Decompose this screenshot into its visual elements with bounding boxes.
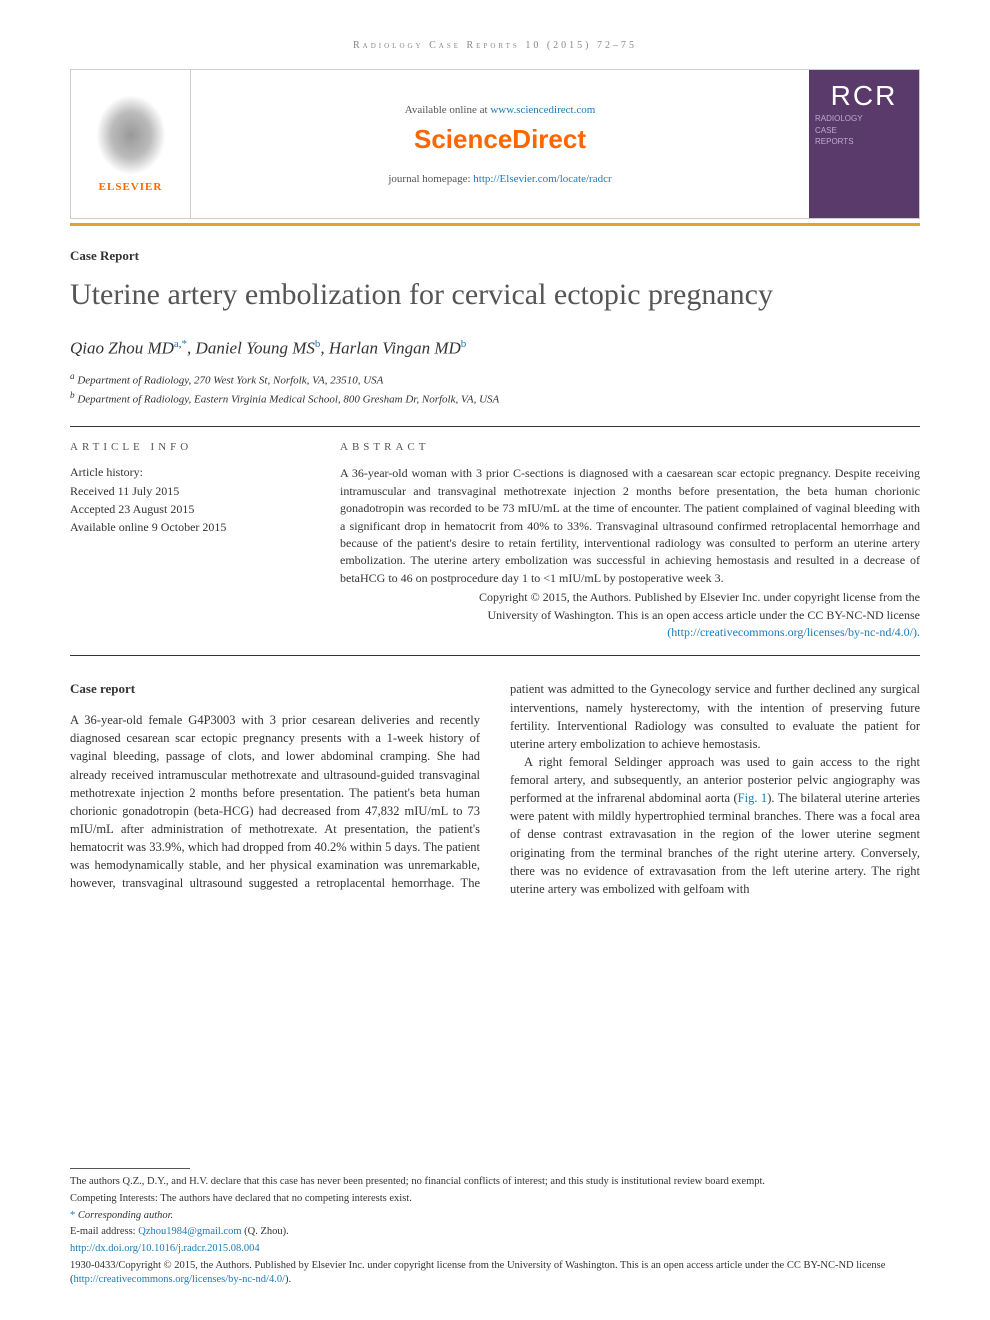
copyright-line2: University of Washington. This is an ope… bbox=[487, 608, 920, 622]
doi-link[interactable]: http://dx.doi.org/10.1016/j.radcr.2015.0… bbox=[70, 1243, 260, 1254]
email-link[interactable]: Qzhou1984@gmail.com bbox=[138, 1226, 241, 1237]
elsevier-tree-icon bbox=[96, 95, 166, 175]
body-divider bbox=[70, 655, 920, 656]
affiliation-a: a Department of Radiology, 270 West York… bbox=[70, 370, 920, 389]
cc-license-link[interactable]: (http://creativecommons.org/licenses/by-… bbox=[667, 625, 920, 639]
email-suffix: (Q. Zhou). bbox=[242, 1226, 289, 1237]
article-info-row: ARTICLE INFO Article history: Received 1… bbox=[70, 441, 920, 641]
abstract-column: ABSTRACT A 36-year-old woman with 3 prio… bbox=[340, 441, 920, 641]
abstract-heading: ABSTRACT bbox=[340, 441, 920, 453]
article-type: Case Report bbox=[70, 248, 920, 264]
body-paragraph-2: A right femoral Seldinger approach was u… bbox=[510, 753, 920, 898]
available-online-line: Available online at www.sciencedirect.co… bbox=[405, 104, 596, 116]
author-3-name: Harlan Vingan MD bbox=[329, 338, 461, 357]
body-columns: Case report A 36-year-old female G4P3003… bbox=[70, 680, 920, 898]
case-report-heading: Case report bbox=[70, 680, 480, 699]
online-date: Available online 9 October 2015 bbox=[70, 518, 300, 536]
info-divider-top bbox=[70, 426, 920, 427]
article-title: Uterine artery embolization for cervical… bbox=[70, 276, 920, 314]
footnote-divider bbox=[70, 1168, 190, 1169]
author-3-affiliation-sup: b bbox=[461, 338, 467, 350]
rcr-line1: RADIOLOGY bbox=[815, 114, 913, 124]
homepage-prefix: journal homepage: bbox=[388, 173, 473, 185]
corresponding-author-footnote: * * Corresponding author.Corresponding a… bbox=[70, 1209, 920, 1224]
homepage-url[interactable]: http://Elsevier.com/locate/radcr bbox=[473, 173, 611, 185]
article-info-heading: ARTICLE INFO bbox=[70, 441, 300, 453]
issn-copyright-footnote: 1930-0433/Copyright © 2015, the Authors.… bbox=[70, 1259, 920, 1288]
elsevier-logo: ELSEVIER bbox=[71, 70, 191, 218]
sciencedirect-brand: ScienceDirect bbox=[414, 124, 586, 155]
author-2-affiliation-sup: b bbox=[315, 338, 321, 350]
author-2-name: Daniel Young MS bbox=[196, 338, 315, 357]
available-prefix: Available online at bbox=[405, 104, 491, 116]
received-date: Received 11 July 2015 bbox=[70, 482, 300, 500]
affiliations: a Department of Radiology, 270 West York… bbox=[70, 370, 920, 408]
rcr-line2: CASE bbox=[815, 126, 913, 136]
star-icon: * bbox=[70, 1210, 75, 1221]
figure-1-link[interactable]: Fig. 1 bbox=[738, 791, 768, 805]
cc-license-link-footer[interactable]: http://creativecommons.org/licenses/by-n… bbox=[74, 1274, 286, 1285]
footnotes-block: The authors Q.Z., D.Y., and H.V. declare… bbox=[70, 1168, 920, 1290]
journal-header: ELSEVIER Available online at www.science… bbox=[70, 69, 920, 219]
article-info-column: ARTICLE INFO Article history: Received 1… bbox=[70, 441, 300, 641]
email-label: E-mail address: bbox=[70, 1226, 138, 1237]
competing-interests-footnote: Competing Interests: The authors have de… bbox=[70, 1192, 920, 1207]
accepted-date: Accepted 23 August 2015 bbox=[70, 500, 300, 518]
header-center: Available online at www.sciencedirect.co… bbox=[191, 70, 809, 218]
rcr-line3: REPORTS bbox=[815, 137, 913, 147]
author-1-name: Qiao Zhou MD bbox=[70, 338, 174, 357]
copyright-block: Copyright © 2015, the Authors. Published… bbox=[340, 589, 920, 641]
corresponding-star-icon: * bbox=[182, 338, 188, 350]
orange-divider bbox=[70, 223, 920, 226]
abstract-text: A 36-year-old woman with 3 prior C-secti… bbox=[340, 465, 920, 587]
elsevier-label: ELSEVIER bbox=[99, 181, 163, 193]
running-head: Radiology Case Reports 10 (2015) 72–75 bbox=[70, 40, 920, 51]
sciencedirect-url[interactable]: www.sciencedirect.com bbox=[490, 104, 595, 116]
journal-cover: RCR RADIOLOGY CASE REPORTS bbox=[809, 70, 919, 218]
journal-homepage-line: journal homepage: http://Elsevier.com/lo… bbox=[388, 173, 611, 185]
copyright-line1: Copyright © 2015, the Authors. Published… bbox=[479, 590, 920, 604]
affiliation-b: b Department of Radiology, Eastern Virgi… bbox=[70, 389, 920, 408]
email-footnote: E-mail address: Qzhou1984@gmail.com (Q. … bbox=[70, 1225, 920, 1240]
rcr-acronym: RCR bbox=[831, 80, 898, 112]
author-list: Qiao Zhou MDa,*, Daniel Young MSb, Harla… bbox=[70, 338, 920, 359]
disclosure-footnote: The authors Q.Z., D.Y., and H.V. declare… bbox=[70, 1175, 920, 1190]
article-history-label: Article history: bbox=[70, 465, 300, 480]
